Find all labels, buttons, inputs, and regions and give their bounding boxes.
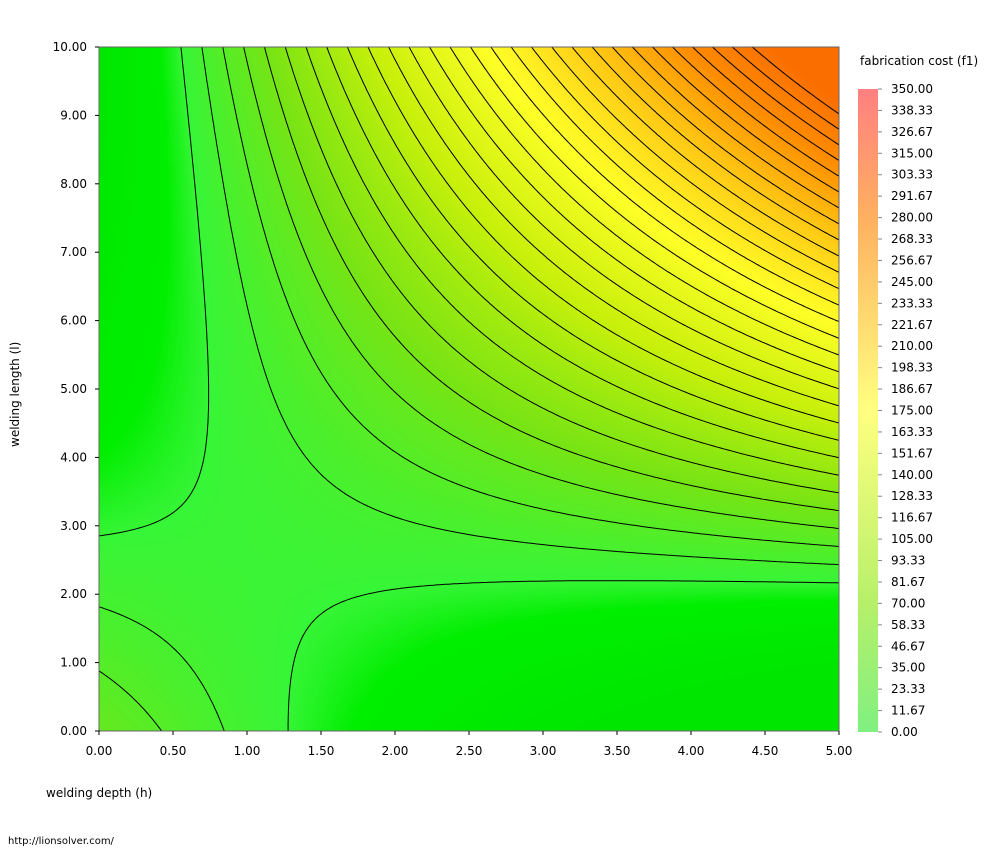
colorbar-tick-label: 221.67 <box>891 318 933 332</box>
colorbar-tick-label: 210.00 <box>891 339 933 353</box>
contour-line <box>551 46 840 273</box>
contour-line <box>652 46 840 193</box>
contour-line <box>692 46 840 161</box>
y-axis-label: welding length (l) <box>8 342 22 447</box>
x-tick-label: 3.00 <box>530 744 557 758</box>
y-tick-label: 9.00 <box>60 108 87 122</box>
colorbar-tick-label: 186.67 <box>891 382 933 396</box>
x-tick-label: 1.00 <box>234 744 261 758</box>
contour-line <box>591 46 840 241</box>
colorbar-tick-label: 0.00 <box>891 725 918 739</box>
colorbar-tick-label: 140.00 <box>891 468 933 482</box>
y-tick-label: 1.00 <box>60 656 87 670</box>
colorbar-ticks: 350.00 338.33 326.67 315.00 303.33 291.67 280.… <box>878 82 933 739</box>
contour-line <box>449 46 840 356</box>
x-tick-label: 5.00 <box>826 744 853 758</box>
colorbar-tick-label: 268.33 <box>891 232 933 246</box>
contour-line <box>98 46 840 731</box>
colorbar-tick-label: 46.67 <box>891 639 925 653</box>
colorbar-tick-label: 58.33 <box>891 618 925 632</box>
y-tick-label: 6.00 <box>60 314 87 328</box>
contour-line <box>346 46 840 441</box>
colorbar-tick-label: 70.00 <box>891 596 925 610</box>
contour-line <box>712 46 840 146</box>
x-tick-label: 3.50 <box>604 744 631 758</box>
contour-line <box>264 46 840 512</box>
contour-line <box>408 46 840 390</box>
colorbar-tick-label: 11.67 <box>891 704 925 718</box>
x-tick-label: 0.00 <box>86 744 113 758</box>
colorbar-tick-label: 151.67 <box>891 446 933 460</box>
colorbar-title: fabrication cost (f1) <box>860 54 978 68</box>
colorbar-tick-label: 175.00 <box>891 404 933 418</box>
x-axis-label: welding depth (h) <box>46 786 152 800</box>
contour-line <box>531 46 840 290</box>
y-axis-ticks: 0.00 1.00 2.00 3.00 4.00 5.00 6.00 7.00 8.00 9.00… <box>53 40 99 738</box>
cost-heatmap <box>99 47 839 731</box>
x-tick-label: 4.50 <box>752 744 779 758</box>
contour-line <box>571 46 840 257</box>
x-tick-label: 2.50 <box>456 744 483 758</box>
colorbar-tick-label: 116.67 <box>891 511 933 525</box>
colorbar-tick-label: 198.33 <box>891 361 933 375</box>
colorbar-tick-label: 35.00 <box>891 661 925 675</box>
y-tick-label: 2.00 <box>60 587 87 601</box>
colorbar-tick-label: 303.33 <box>891 168 933 182</box>
colorbar-tick-label: 326.67 <box>891 125 933 139</box>
contour-line <box>367 46 840 424</box>
x-tick-label: 0.50 <box>160 744 187 758</box>
colorbar-tick-label: 81.67 <box>891 575 925 589</box>
contour-line <box>470 46 840 339</box>
colorbar-tick-label: 315.00 <box>891 146 933 160</box>
source-url: http://lionsolver.com/ <box>8 836 114 847</box>
contour-line <box>510 46 840 306</box>
contour-line <box>98 46 840 732</box>
colorbar-tick-label: 256.67 <box>891 253 933 267</box>
colorbar-tick-label: 291.67 <box>891 189 933 203</box>
contour-line <box>751 46 840 115</box>
contour-line <box>632 46 840 209</box>
contour-line <box>490 46 840 323</box>
colorbar-tick-label: 338.33 <box>891 103 933 117</box>
colorbar-tick-label: 280.00 <box>891 211 933 225</box>
y-tick-label: 8.00 <box>60 177 87 191</box>
x-tick-label: 2.00 <box>382 744 409 758</box>
colorbar-tick-label: 245.00 <box>891 275 933 289</box>
contour-line <box>388 46 840 407</box>
y-tick-label: 7.00 <box>60 245 87 259</box>
y-tick-label: 4.00 <box>60 450 87 464</box>
x-tick-label: 1.50 <box>308 744 335 758</box>
contour-line <box>305 46 840 476</box>
x-tick-label: 4.00 <box>678 744 705 758</box>
colorbar-tick-label: 23.33 <box>891 682 925 696</box>
colorbar <box>858 89 878 732</box>
contour-line <box>429 46 840 373</box>
contour-line <box>98 46 840 732</box>
y-tick-label: 3.00 <box>60 519 87 533</box>
colorbar-tick-label: 105.00 <box>891 532 933 546</box>
colorbar-tick-label: 128.33 <box>891 489 933 503</box>
contour-line <box>611 46 840 225</box>
colorbar-tick-label: 163.33 <box>891 425 933 439</box>
contour-line <box>98 46 840 732</box>
contour-line <box>284 46 840 494</box>
contour-lines <box>98 46 840 732</box>
contour-line <box>326 46 840 459</box>
y-tick-label: 5.00 <box>60 382 87 396</box>
colorbar-tick-label: 233.33 <box>891 296 933 310</box>
y-tick-label: 10.00 <box>53 40 87 54</box>
colorbar-tick-label: 93.33 <box>891 554 925 568</box>
y-tick-label: 0.00 <box>60 724 87 738</box>
colorbar-tick-label: 350.00 <box>891 82 933 96</box>
x-axis-ticks: 0.00 0.50 1.00 1.50 2.00 2.50 3.00 3.50 4.00 4.50… <box>86 731 853 758</box>
